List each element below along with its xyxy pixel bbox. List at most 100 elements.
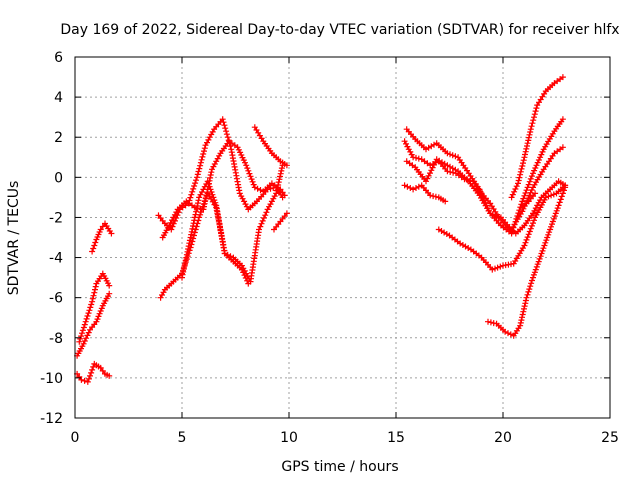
data-point (502, 328, 509, 335)
data-point (529, 277, 535, 284)
data-point (94, 316, 101, 323)
data-point (524, 184, 531, 191)
data-point (260, 215, 267, 221)
data-point (521, 303, 528, 310)
data-point (191, 229, 198, 236)
data-point (210, 194, 217, 201)
data-point (550, 215, 557, 222)
data-point (84, 332, 91, 339)
data-point (531, 114, 537, 121)
data-point (559, 144, 566, 151)
data-point (547, 226, 554, 233)
data-point (464, 177, 471, 183)
data-point (519, 198, 526, 205)
data-point (191, 232, 197, 239)
data-point (530, 274, 536, 281)
data-point (520, 160, 526, 167)
data-point (553, 207, 560, 214)
data-point (520, 308, 527, 315)
data-point (251, 184, 258, 191)
data-point (423, 178, 429, 185)
data-point (223, 131, 230, 138)
data-point (181, 263, 188, 270)
data-point (530, 220, 536, 227)
data-point (428, 167, 435, 174)
data-point (535, 258, 542, 265)
data-point (89, 295, 96, 302)
data-point (515, 180, 521, 187)
data-point (90, 363, 97, 370)
data-point (87, 304, 94, 311)
data-point (524, 291, 531, 298)
data-point (532, 190, 539, 197)
data-point (247, 173, 254, 180)
data-point (88, 301, 95, 308)
data-point (532, 108, 539, 115)
data-point (224, 251, 231, 258)
data-point (172, 217, 178, 224)
data-point (188, 191, 195, 198)
data-point (92, 239, 99, 246)
data-point (532, 266, 539, 273)
data-point (522, 190, 529, 196)
data-point (170, 220, 177, 227)
data-point (82, 318, 89, 325)
chart-title: Day 169 of 2022, Sidereal Day-to-day VTE… (60, 22, 619, 38)
data-point (544, 234, 551, 241)
data-point (562, 184, 569, 191)
data-point (442, 198, 449, 205)
data-point (77, 335, 84, 342)
data-point (277, 173, 283, 180)
data-point (539, 247, 546, 254)
data-point (531, 269, 538, 276)
data-point (248, 176, 255, 183)
data-point (521, 242, 528, 249)
data-point (81, 377, 88, 384)
data-point (527, 175, 534, 182)
data-point (556, 199, 563, 206)
data-point (85, 310, 92, 317)
data-point (526, 228, 533, 235)
data-point (89, 298, 96, 305)
data-point (527, 189, 534, 196)
data-point (523, 236, 530, 243)
data-point (81, 321, 88, 328)
data-point (424, 175, 431, 182)
data-point (509, 191, 516, 198)
data-point (223, 128, 230, 135)
data-point (533, 162, 540, 169)
data-point (80, 324, 87, 331)
data-point (527, 225, 534, 232)
data-point (518, 201, 525, 208)
data-point (246, 170, 253, 177)
y-tick-label: -2 (49, 210, 63, 226)
data-point (98, 305, 105, 312)
data-point (531, 207, 538, 214)
data-point (267, 185, 274, 192)
data-point (519, 314, 525, 321)
data-point (525, 137, 532, 144)
data-point (80, 340, 87, 347)
y-tick-label: -6 (49, 291, 63, 307)
data-point (507, 331, 514, 338)
data-point (530, 170, 536, 177)
data-point (524, 234, 531, 241)
data-point (281, 192, 288, 199)
data-point (525, 288, 532, 295)
data-point (91, 289, 98, 296)
y-tick-label: -8 (49, 331, 63, 347)
data-point (415, 183, 422, 190)
data-point (546, 229, 553, 236)
data-point (533, 105, 540, 112)
data-point (263, 209, 270, 216)
series-sat-o (435, 182, 569, 273)
data-point (413, 185, 419, 191)
data-point (193, 177, 199, 184)
y-tick-label: -12 (40, 411, 63, 427)
data-point (195, 168, 202, 175)
data-point (523, 187, 530, 194)
data-point (548, 223, 554, 230)
data-point (508, 194, 515, 201)
data-point (85, 375, 92, 382)
data-point (535, 157, 542, 163)
